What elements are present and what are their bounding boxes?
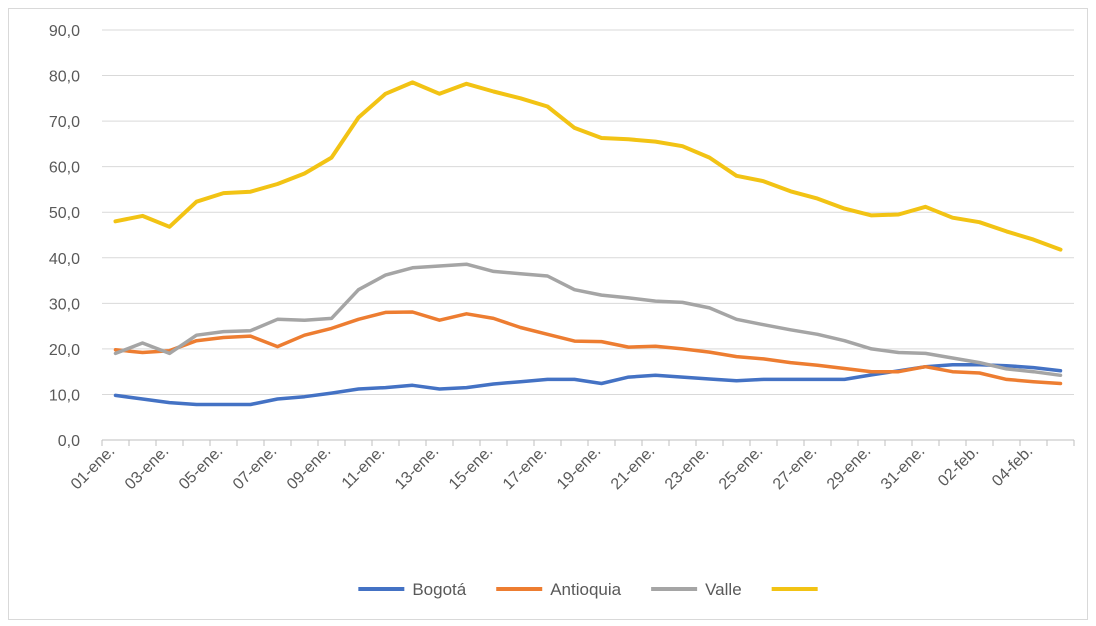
x-tick-label: 07-ene. <box>230 443 280 493</box>
y-tick-label: 90,0 <box>49 23 80 40</box>
series-line-valle <box>113 262 1063 378</box>
x-tick-label: 27-ene. <box>770 443 820 493</box>
legend-item[interactable]: Antioquia <box>496 580 622 599</box>
x-tick-label: 25-ene. <box>716 443 766 493</box>
x-tick-label: 05-ene. <box>176 443 226 493</box>
legend-item[interactable]: Bogotá <box>358 580 467 599</box>
y-tick-label: 50,0 <box>49 205 80 222</box>
x-tick-label: 03-ene. <box>122 443 172 493</box>
x-tick-label: 04-feb. <box>989 443 1036 490</box>
legend[interactable]: Bogotá Antioquia Valle <box>358 580 818 599</box>
y-tick-label: 30,0 <box>49 296 80 313</box>
series-line-unnamed <box>113 80 1063 252</box>
y-tick-label: 70,0 <box>49 114 80 131</box>
x-tick-label: 21-ene. <box>608 443 658 493</box>
x-tick-label: 15-ene. <box>446 443 496 493</box>
legend-label: Antioquia <box>550 580 621 599</box>
y-tick-label: 0,0 <box>58 433 80 450</box>
series-lines <box>113 80 1063 407</box>
legend-item[interactable]: Valle <box>651 580 742 599</box>
legend-label: Bogotá <box>412 580 466 599</box>
x-tick-label: 02-feb. <box>935 443 982 490</box>
series-line-bogota <box>113 363 1063 407</box>
x-tick-label: 09-ene. <box>284 443 334 493</box>
x-tick-label: 29-ene. <box>824 443 874 493</box>
y-tick-label: 40,0 <box>49 251 80 268</box>
x-tick-label: 19-ene. <box>554 443 604 493</box>
x-tick-label: 17-ene. <box>500 443 550 493</box>
x-tick-label: 31-ene. <box>878 443 928 493</box>
series-line-antioquia <box>113 310 1063 386</box>
gridlines <box>102 29 1074 395</box>
x-tick-label: 11-ene. <box>339 443 389 493</box>
x-tick-label: 13-ene. <box>392 443 442 493</box>
y-tick-label: 10,0 <box>49 387 80 404</box>
y-tick-label: 60,0 <box>49 160 80 177</box>
x-tick-label: 01-ene. <box>68 443 118 493</box>
y-tick-label: 20,0 <box>49 342 80 359</box>
chart-frame <box>8 8 1088 620</box>
legend-label: Valle <box>705 580 742 599</box>
x-tick-label: 23-ene. <box>662 443 712 493</box>
y-tick-label: 80,0 <box>49 69 80 86</box>
